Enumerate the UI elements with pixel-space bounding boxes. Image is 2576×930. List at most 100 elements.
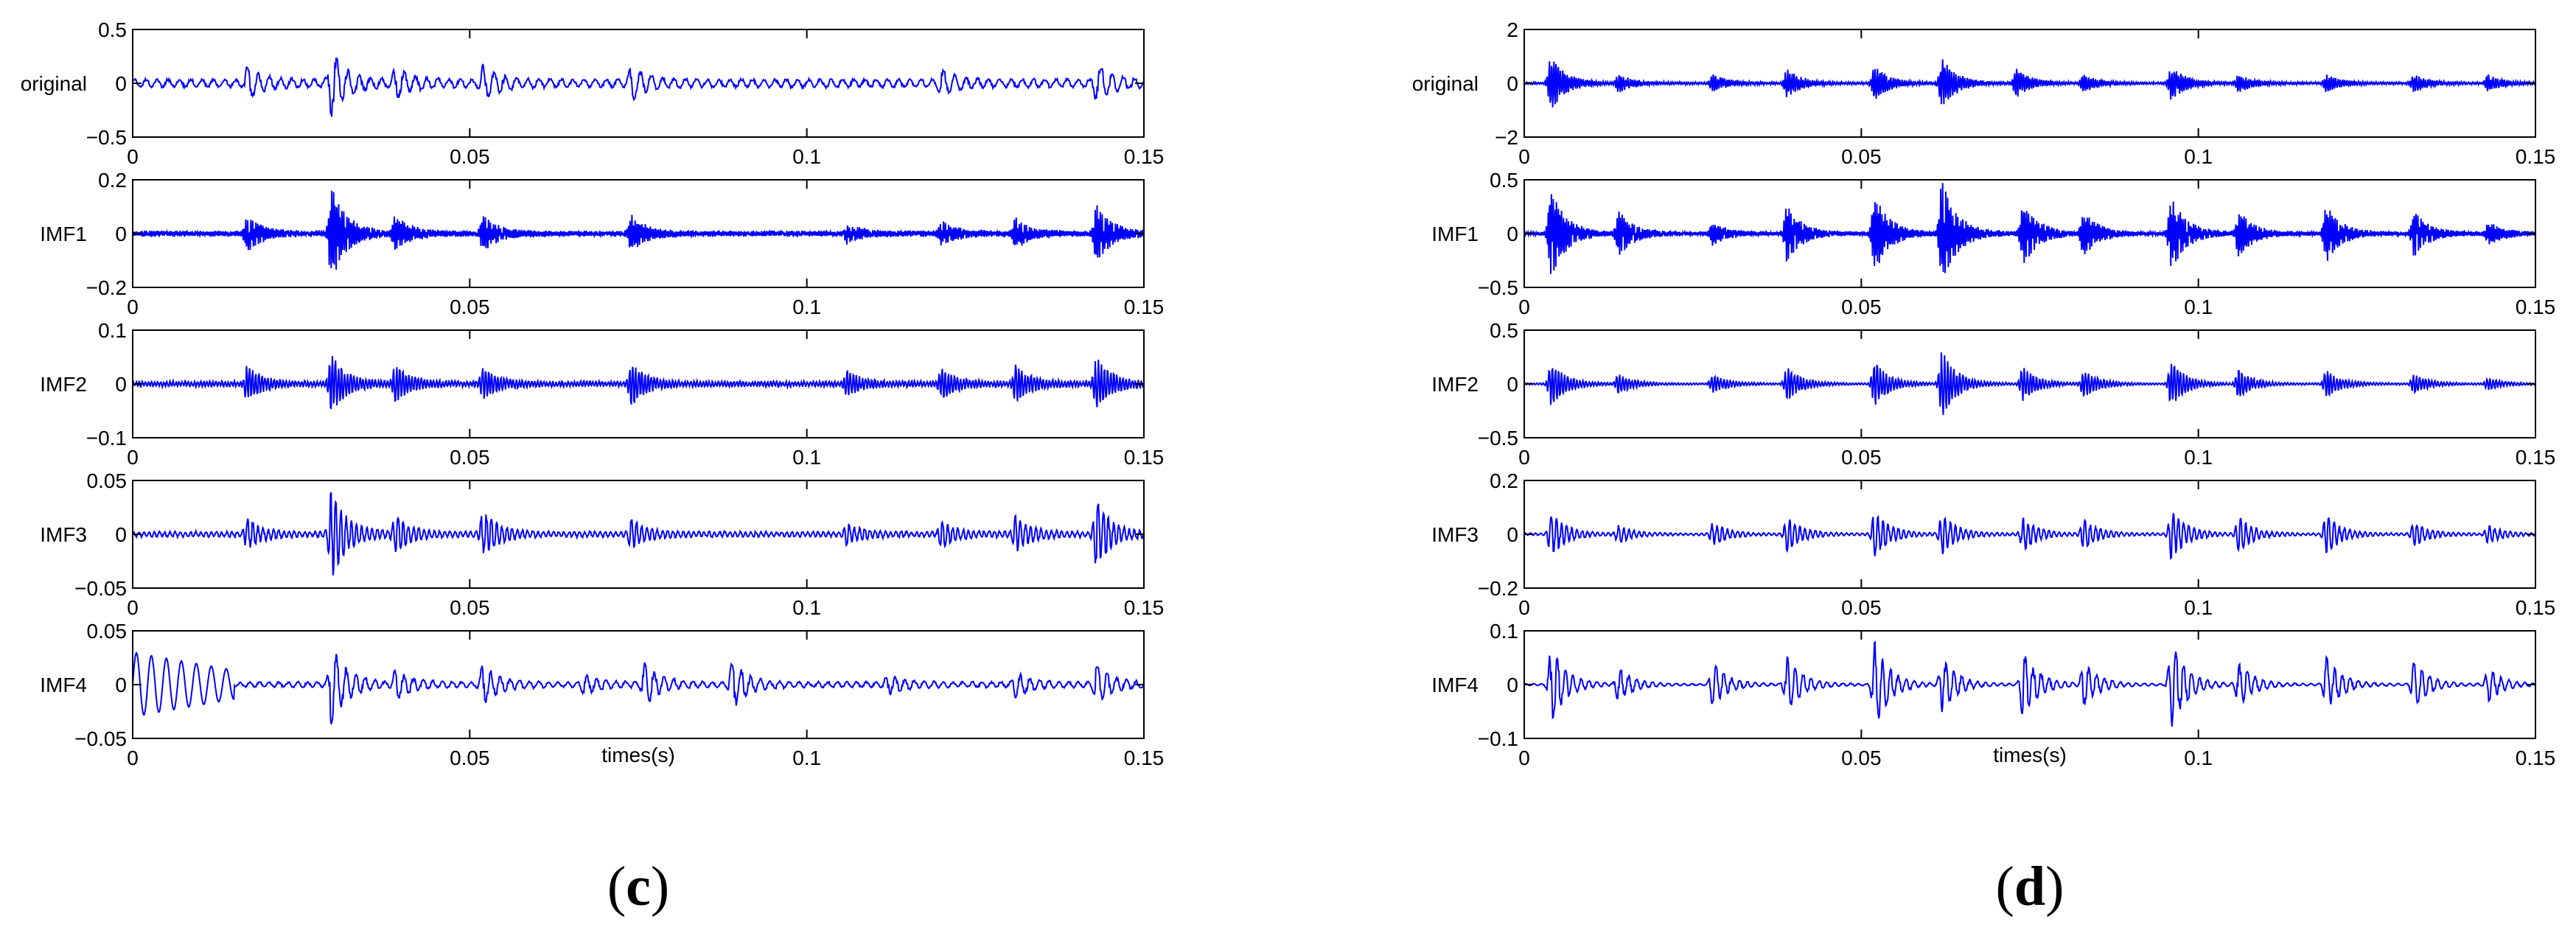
subplot-label: IMF3 xyxy=(1431,523,1479,546)
y-tick-label: 0 xyxy=(115,523,127,546)
x-tick-label: 0.15 xyxy=(2516,145,2556,168)
panel-letter: c xyxy=(626,856,651,917)
series-line xyxy=(132,57,1145,117)
x-tick-label: 0.05 xyxy=(1841,596,1882,619)
subplot-label: IMF1 xyxy=(40,223,87,245)
x-tick-label: 0.1 xyxy=(792,446,821,469)
x-tick-label: 0.05 xyxy=(1841,747,1882,769)
x-axis-label: times(s) xyxy=(1993,744,2067,766)
x-tick-label: 0.1 xyxy=(792,296,821,318)
y-tick-label: 0.5 xyxy=(1490,319,1518,342)
series-line xyxy=(132,355,1145,410)
x-tick-label: 0.15 xyxy=(1124,296,1165,318)
subplot-label: IMF4 xyxy=(1431,674,1479,696)
series-line xyxy=(132,190,1145,270)
x-tick-label: 0.05 xyxy=(450,145,490,168)
y-tick-label: −0.5 xyxy=(1478,276,1518,299)
x-tick-label: 0.05 xyxy=(1841,446,1882,469)
x-tick-label: 0.05 xyxy=(450,446,490,469)
panel-tag: (d) xyxy=(1996,856,2064,917)
panel-letter: d xyxy=(2014,856,2045,917)
y-tick-label: 0 xyxy=(1507,674,1518,696)
x-tick-label: 0.1 xyxy=(792,145,821,168)
x-tick-label: 0 xyxy=(127,446,139,469)
x-tick-label: 0 xyxy=(127,596,139,619)
subplot-label: IMF2 xyxy=(40,373,87,396)
subplot-label: original xyxy=(1412,72,1479,95)
x-tick-label: 0.15 xyxy=(2516,747,2556,769)
y-tick-label: −0.1 xyxy=(1478,727,1518,750)
y-tick-label: −0.2 xyxy=(1478,577,1518,600)
x-tick-label: 0.1 xyxy=(792,596,821,619)
series-line xyxy=(1523,640,2536,727)
subplot-label: IMF2 xyxy=(1431,373,1479,396)
series-line xyxy=(1523,513,2536,561)
y-tick-label: −0.5 xyxy=(1478,427,1518,450)
y-tick-label: 0 xyxy=(115,373,127,396)
y-tick-label: 0.05 xyxy=(87,620,128,643)
subplot-label: IMF3 xyxy=(40,523,87,546)
x-tick-label: 0 xyxy=(1518,747,1530,769)
x-tick-label: 0.05 xyxy=(1841,145,1882,168)
y-tick-label: −0.1 xyxy=(86,427,127,450)
y-tick-label: 0 xyxy=(1507,223,1518,245)
x-tick-label: 0.15 xyxy=(2516,296,2556,318)
y-tick-label: −0.05 xyxy=(74,727,127,750)
series-line xyxy=(1523,183,2536,274)
subplot-label: IMF4 xyxy=(40,674,87,696)
x-tick-label: 0.15 xyxy=(2516,446,2556,469)
x-tick-label: 0.15 xyxy=(1124,596,1165,619)
x-tick-label: 0 xyxy=(1518,596,1530,619)
x-tick-label: 0 xyxy=(127,145,139,168)
y-tick-label: 0 xyxy=(115,223,127,245)
y-tick-label: 0.5 xyxy=(98,18,127,41)
x-tick-label: 0 xyxy=(1518,145,1530,168)
y-tick-label: 0 xyxy=(1507,523,1518,546)
y-tick-label: 0 xyxy=(1507,72,1518,95)
x-tick-label: 0 xyxy=(127,296,139,318)
x-tick-label: 0.05 xyxy=(450,296,490,318)
y-tick-label: 2 xyxy=(1507,18,1518,41)
y-tick-label: 0.2 xyxy=(98,169,127,192)
y-tick-label: 0.5 xyxy=(1490,169,1518,192)
x-tick-label: 0.15 xyxy=(1124,446,1165,469)
y-tick-label: −0.2 xyxy=(86,276,127,299)
x-tick-label: 0.05 xyxy=(450,596,490,619)
x-tick-label: 0.1 xyxy=(2184,747,2213,769)
y-tick-label: −0.5 xyxy=(86,126,127,149)
x-tick-label: 0.15 xyxy=(1124,747,1165,769)
x-tick-label: 0.05 xyxy=(1841,296,1882,318)
x-tick-label: 0.1 xyxy=(2184,296,2213,318)
x-tick-label: 0.1 xyxy=(792,747,821,769)
y-tick-label: 0 xyxy=(115,72,127,95)
series-line xyxy=(1523,352,2536,416)
x-axis-label: times(s) xyxy=(601,744,675,766)
x-tick-label: 0.15 xyxy=(1124,145,1165,168)
x-tick-label: 0 xyxy=(127,747,139,769)
y-tick-label: 0.1 xyxy=(1490,620,1518,643)
y-tick-label: 0.05 xyxy=(87,469,128,492)
series-line xyxy=(1523,59,2536,108)
subplot-label: original xyxy=(21,72,87,95)
x-tick-label: 0.1 xyxy=(2184,145,2213,168)
y-tick-label: 0 xyxy=(1507,373,1518,396)
x-tick-label: 0 xyxy=(1518,296,1530,318)
series-line xyxy=(132,651,1145,724)
series-line xyxy=(133,492,1145,576)
y-tick-label: −0.05 xyxy=(74,577,127,600)
panel-tag: (c) xyxy=(607,856,669,917)
x-tick-label: 0.05 xyxy=(450,747,490,769)
x-tick-label: 0 xyxy=(1518,446,1530,469)
